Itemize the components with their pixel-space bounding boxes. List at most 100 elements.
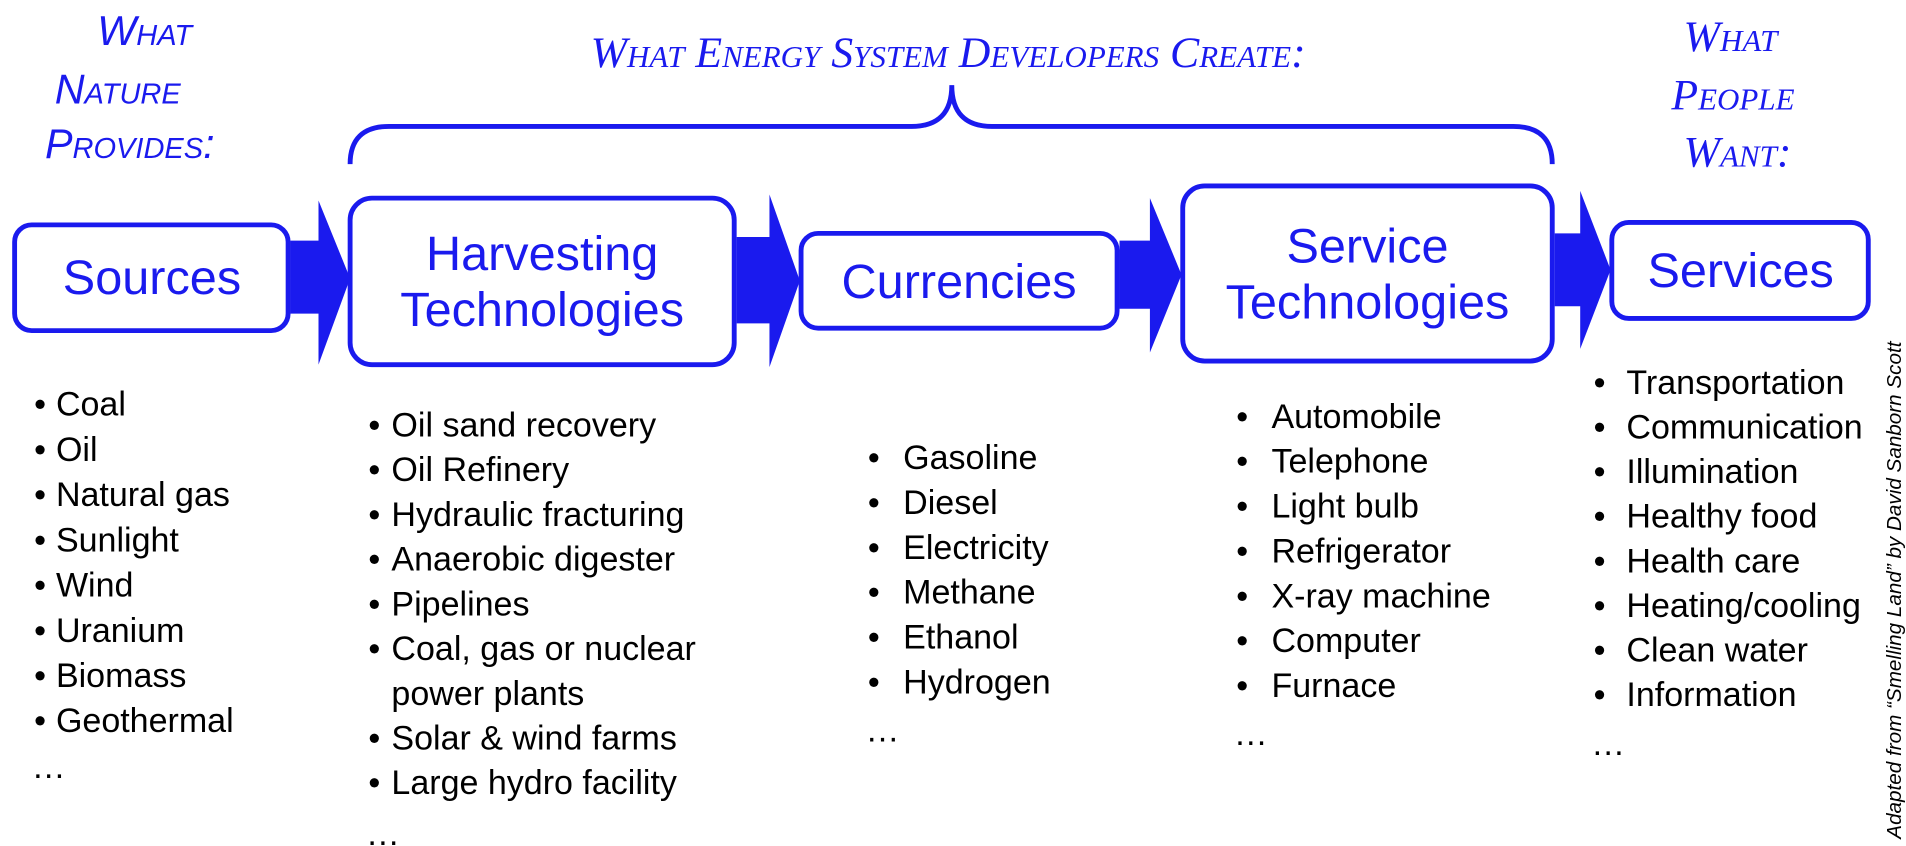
bullet: • [868,484,880,522]
list-item: Oil Refinery [391,451,569,489]
bullet: • [368,585,380,623]
list-more: … [865,711,899,749]
box-label: Service [1286,220,1448,274]
bullet: • [368,496,380,534]
bullet: • [1236,532,1248,570]
list-item: Automobile [1271,398,1441,436]
list-item: Gasoline [903,439,1037,477]
box [798,230,1120,331]
credit: Adapted from “Smelling Land” by David Sa… [1883,340,1906,840]
bullet: • [1236,667,1248,705]
list-item: Refrigerator [1271,532,1451,570]
header-right: Want: [1684,129,1792,177]
bullet: • [1594,498,1606,536]
list-item: Anaerobic digester [391,541,675,579]
list-item: Coal, gas or nuclear [391,630,695,668]
bullet: • [34,567,46,605]
bullet: • [868,619,880,657]
bullet: • [868,439,880,477]
bullet: • [1594,408,1606,446]
bullet: • [1236,622,1248,660]
bullet: • [1236,398,1248,436]
arrows [290,190,1611,368]
arrow [1119,198,1182,353]
box [12,222,291,334]
bullet: • [368,451,380,489]
bullet: • [868,663,880,701]
list-item: Light bulb [1271,488,1419,526]
list-more: … [366,815,400,846]
list-item: Geothermal [56,702,234,740]
box-label: Harvesting [426,227,658,281]
box-label: Technologies [400,283,684,337]
list-item: Pipelines [391,585,529,623]
box-label: Services [1647,244,1833,298]
bullet: • [868,574,880,612]
bullet: • [1594,676,1606,714]
list-item: Communication [1626,408,1862,446]
bullet: • [368,406,380,444]
list-item: Illumination [1626,453,1798,491]
list-item: Heating/cooling [1626,587,1861,625]
box [1609,220,1871,321]
bullet: • [34,476,46,514]
content: What Nature Provides: What Energy System De… [32,8,1906,846]
bullet: • [34,612,46,650]
list-item: Methane [903,574,1035,612]
bullet: • [34,521,46,559]
list-item: Information [1626,676,1796,714]
list-more: … [1591,725,1625,763]
arrow [290,200,351,365]
bullet: • [368,630,380,668]
brace [347,85,1555,165]
box-label: Currencies [842,255,1077,309]
list-item: Oil [56,431,98,469]
box-label: Sources [63,251,241,305]
list-item: Large hydro facility [391,764,677,802]
boxes [12,183,1871,368]
bullet: • [368,764,380,802]
list-item: power plants [391,675,584,713]
list-more: … [32,748,66,786]
box-label: Technologies [1226,275,1510,329]
list-item: Hydraulic fracturing [391,496,684,534]
bullet: • [368,541,380,579]
list-item: Health care [1626,542,1800,580]
list-item: Uranium [56,612,185,650]
header-right: People [1670,71,1794,119]
bullet: • [1594,542,1606,580]
bullet: • [34,431,46,469]
list-item: Clean water [1626,631,1808,669]
list-item: X-ray machine [1271,577,1490,615]
bullet: • [1236,488,1248,526]
box [1180,183,1555,364]
list-item: Biomass [56,657,186,695]
box [347,195,737,368]
list-item: Hydrogen [903,663,1051,701]
bullet: • [1594,453,1606,491]
header-middle: What Energy System Developers Create: [591,29,1306,77]
bullet: • [34,702,46,740]
list-item: Electricity [903,529,1049,567]
list-item: Telephone [1271,443,1428,481]
arrow [1554,190,1611,349]
arrow [736,194,800,368]
list-item: Solar & wind farms [391,719,676,757]
bullet: • [1236,443,1248,481]
bullet: • [368,719,380,757]
bullet: • [1236,577,1248,615]
list-item: Wind [56,567,134,605]
list-item: Computer [1271,622,1420,660]
header-left: What [97,8,194,54]
list-item: Furnace [1271,667,1396,705]
list-item: Sunlight [56,521,179,559]
list-item: Coal [56,386,126,424]
list-item: Diesel [903,484,998,522]
bullet: • [1594,631,1606,669]
header-right: What [1684,13,1781,61]
list-item: Transportation [1626,364,1844,402]
bullet: • [34,657,46,695]
header-left: Provides: [45,121,215,167]
